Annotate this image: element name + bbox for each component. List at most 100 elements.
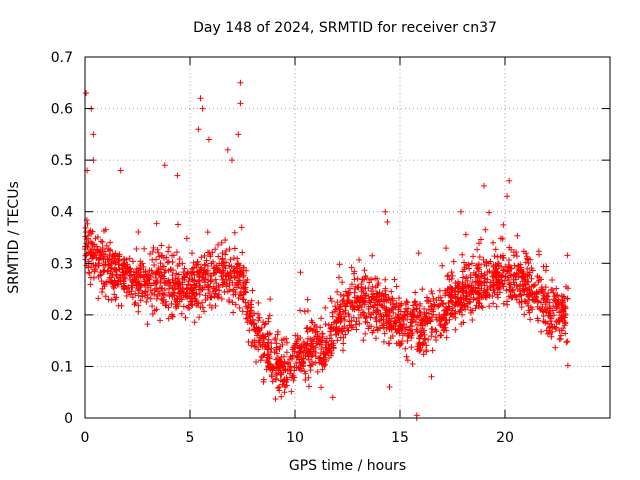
data-point bbox=[540, 312, 547, 319]
data-point bbox=[558, 292, 565, 299]
data-point bbox=[153, 268, 160, 275]
data-point bbox=[438, 332, 445, 339]
data-point bbox=[512, 293, 519, 300]
data-point bbox=[356, 256, 363, 263]
data-point bbox=[135, 292, 142, 299]
data-point bbox=[524, 255, 531, 262]
data-point bbox=[497, 235, 504, 242]
data-point bbox=[402, 345, 409, 352]
data-point bbox=[468, 289, 475, 296]
data-point bbox=[161, 275, 168, 282]
data-point bbox=[265, 339, 272, 346]
data-point bbox=[367, 299, 374, 306]
data-point bbox=[520, 268, 527, 275]
data-point bbox=[525, 260, 532, 267]
data-point bbox=[256, 327, 263, 334]
data-point bbox=[273, 340, 280, 347]
data-point bbox=[490, 300, 497, 307]
data-point bbox=[86, 229, 93, 236]
data-point bbox=[229, 299, 236, 306]
data-point bbox=[296, 343, 303, 350]
data-point bbox=[206, 302, 213, 309]
data-point bbox=[305, 356, 312, 363]
data-point bbox=[563, 283, 570, 290]
data-point bbox=[255, 346, 262, 353]
data-point bbox=[524, 256, 531, 263]
data-point bbox=[490, 239, 497, 246]
data-point bbox=[344, 327, 351, 334]
data-point bbox=[230, 254, 237, 261]
data-point bbox=[380, 338, 387, 345]
data-point bbox=[316, 355, 323, 362]
data-point bbox=[189, 287, 196, 294]
data-point bbox=[393, 283, 400, 290]
data-point bbox=[564, 338, 571, 345]
data-point bbox=[208, 294, 215, 301]
data-point bbox=[425, 298, 432, 305]
data-point bbox=[218, 269, 225, 276]
data-point bbox=[547, 318, 554, 325]
data-point bbox=[554, 298, 561, 305]
data-point bbox=[301, 308, 308, 315]
data-point bbox=[107, 247, 114, 254]
data-point bbox=[527, 316, 534, 323]
data-point bbox=[85, 232, 92, 239]
data-point bbox=[536, 251, 543, 258]
data-point bbox=[520, 274, 527, 281]
data-point bbox=[285, 361, 292, 368]
data-point bbox=[470, 253, 477, 260]
data-point bbox=[531, 281, 538, 288]
data-point bbox=[87, 227, 94, 234]
data-point bbox=[142, 288, 149, 295]
data-point bbox=[343, 298, 350, 305]
data-point bbox=[135, 229, 142, 236]
data-point bbox=[266, 312, 273, 319]
data-point bbox=[308, 338, 315, 345]
y-tick-label: 0.7 bbox=[51, 50, 73, 66]
data-point bbox=[491, 289, 498, 296]
data-point bbox=[93, 243, 100, 250]
data-point bbox=[339, 279, 346, 286]
data-point bbox=[104, 261, 111, 268]
data-point bbox=[158, 242, 165, 249]
data-point bbox=[165, 258, 172, 265]
data-point bbox=[344, 292, 351, 299]
data-point bbox=[548, 321, 555, 328]
data-point bbox=[103, 242, 110, 249]
data-point bbox=[557, 335, 564, 342]
data-point bbox=[381, 295, 388, 302]
data-point bbox=[437, 294, 444, 301]
data-point bbox=[227, 256, 234, 263]
data-point bbox=[98, 251, 105, 258]
data-point bbox=[158, 273, 165, 280]
data-point bbox=[416, 339, 423, 346]
data-point bbox=[308, 317, 315, 324]
data-point bbox=[319, 366, 326, 373]
data-point bbox=[278, 354, 285, 361]
data-point bbox=[196, 269, 203, 276]
data-point bbox=[300, 349, 307, 356]
data-point bbox=[195, 126, 202, 133]
data-point bbox=[472, 271, 479, 278]
data-point bbox=[178, 310, 185, 317]
data-point bbox=[494, 280, 501, 287]
data-point bbox=[302, 352, 309, 359]
data-point bbox=[553, 324, 560, 331]
data-point bbox=[215, 253, 222, 260]
data-point bbox=[438, 316, 445, 323]
data-point bbox=[328, 298, 335, 305]
y-tick-label: 0.6 bbox=[51, 102, 73, 118]
data-point bbox=[459, 251, 466, 258]
data-point bbox=[497, 273, 504, 280]
data-point bbox=[175, 283, 182, 290]
data-point bbox=[467, 274, 474, 281]
data-point bbox=[142, 268, 149, 275]
grid-lines bbox=[85, 57, 610, 418]
data-point bbox=[247, 318, 254, 325]
data-point bbox=[564, 295, 571, 302]
data-point bbox=[355, 314, 362, 321]
data-point bbox=[389, 333, 396, 340]
data-point bbox=[161, 287, 168, 294]
data-point bbox=[550, 312, 557, 319]
data-point bbox=[464, 293, 471, 300]
